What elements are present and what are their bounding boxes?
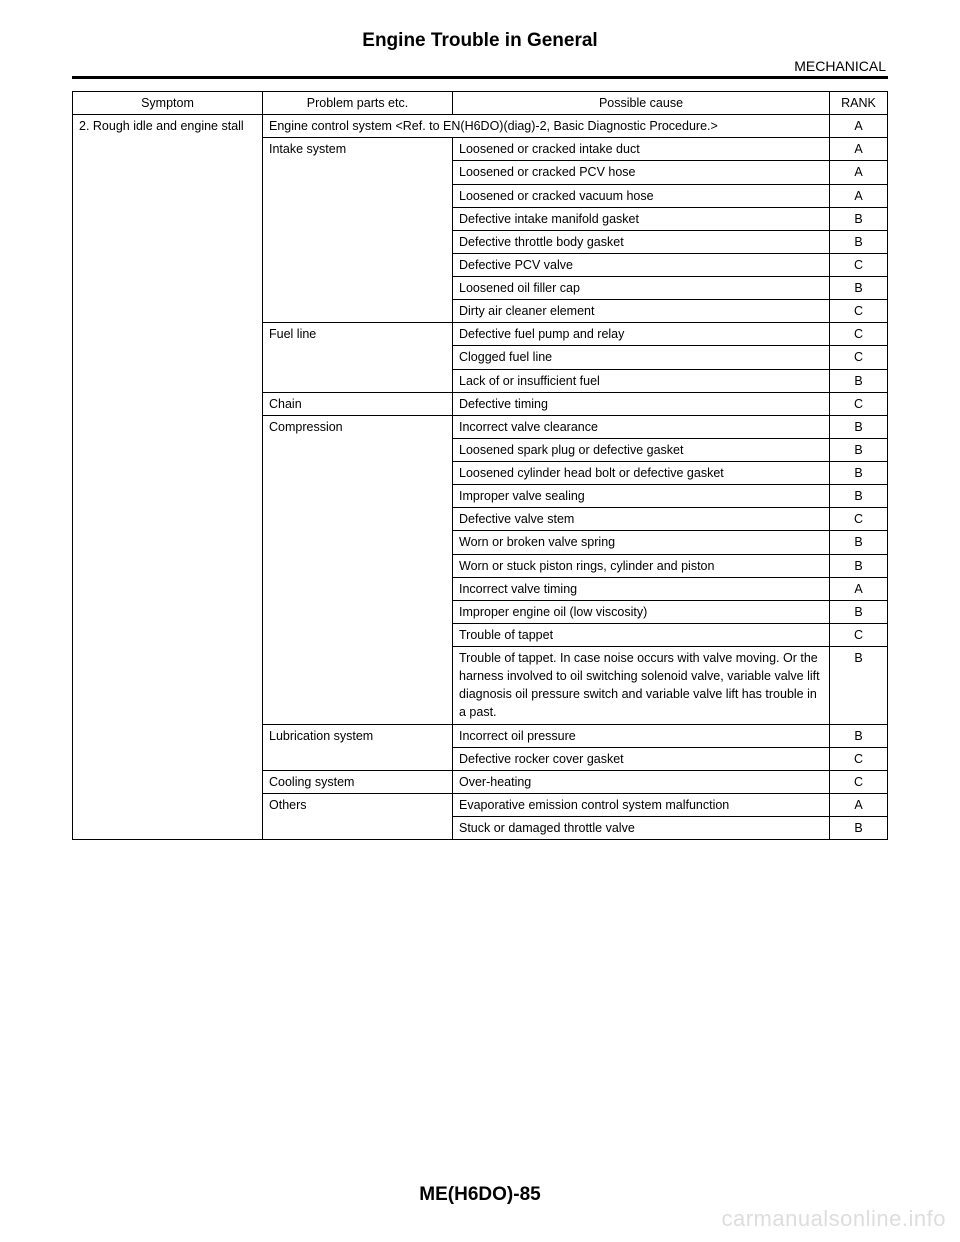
cell-problem: Others xyxy=(263,793,453,839)
cell-problem: Intake system xyxy=(263,138,453,323)
cell-cause: Loosened or cracked vacuum hose xyxy=(453,184,830,207)
cell-cause: Loosened oil filler cap xyxy=(453,277,830,300)
cell-cause: Defective fuel pump and relay xyxy=(453,323,830,346)
cell-cause: Defective valve stem xyxy=(453,508,830,531)
cell-cause: Incorrect valve timing xyxy=(453,577,830,600)
cell-cause: Defective PCV valve xyxy=(453,253,830,276)
cell-rank: A xyxy=(830,577,888,600)
header-rank: RANK xyxy=(830,92,888,115)
cell-cause: Over-heating xyxy=(453,770,830,793)
cell-rank: C xyxy=(830,623,888,646)
cell-cause: Worn or broken valve spring xyxy=(453,531,830,554)
cell-rank: C xyxy=(830,392,888,415)
cell-cause: Defective intake manifold gasket xyxy=(453,207,830,230)
cell-cause: Stuck or damaged throttle valve xyxy=(453,817,830,840)
table-row: 2. Rough idle and engine stallEngine con… xyxy=(73,115,888,138)
cell-rank: B xyxy=(830,817,888,840)
cell-rank: A xyxy=(830,115,888,138)
cell-rank: C xyxy=(830,253,888,276)
cell-cause: Loosened cylinder head bolt or defective… xyxy=(453,462,830,485)
cell-rank: B xyxy=(830,369,888,392)
cell-problem: Compression xyxy=(263,415,453,724)
cell-rank: B xyxy=(830,462,888,485)
cell-rank: B xyxy=(830,207,888,230)
cell-cause: Worn or stuck piston rings, cylinder and… xyxy=(453,554,830,577)
cell-cause: Incorrect oil pressure xyxy=(453,724,830,747)
divider xyxy=(72,76,888,79)
cell-rank: B xyxy=(830,647,888,725)
cell-rank: C xyxy=(830,323,888,346)
page-footer: ME(H6DO)-85 xyxy=(0,1184,960,1206)
cell-rank: B xyxy=(830,531,888,554)
cell-rank: C xyxy=(830,300,888,323)
cell-rank: B xyxy=(830,277,888,300)
cell-rank: A xyxy=(830,161,888,184)
cell-rank: A xyxy=(830,138,888,161)
cell-problem: Fuel line xyxy=(263,323,453,392)
header-cause: Possible cause xyxy=(453,92,830,115)
trouble-table: Symptom Problem parts etc. Possible caus… xyxy=(72,91,888,840)
header-problem: Problem parts etc. xyxy=(263,92,453,115)
cell-cause: Loosened or cracked PCV hose xyxy=(453,161,830,184)
cell-rank: C xyxy=(830,770,888,793)
cell-rank: A xyxy=(830,793,888,816)
cell-cause: Incorrect valve clearance xyxy=(453,415,830,438)
cell-rank: B xyxy=(830,485,888,508)
cell-cause: Defective timing xyxy=(453,392,830,415)
cell-cause: Improper engine oil (low viscosity) xyxy=(453,600,830,623)
cell-rank: B xyxy=(830,724,888,747)
cell-rank: B xyxy=(830,600,888,623)
cell-problem: Engine control system <Ref. to EN(H6DO)(… xyxy=(263,115,830,138)
cell-problem: Lubrication system xyxy=(263,724,453,770)
cell-cause: Trouble of tappet. In case noise occurs … xyxy=(453,647,830,725)
header-symptom: Symptom xyxy=(73,92,263,115)
cell-cause: Loosened or cracked intake duct xyxy=(453,138,830,161)
cell-problem: Cooling system xyxy=(263,770,453,793)
cell-rank: B xyxy=(830,230,888,253)
cell-symptom: 2. Rough idle and engine stall xyxy=(73,115,263,840)
cell-cause: Trouble of tappet xyxy=(453,623,830,646)
cell-rank: C xyxy=(830,747,888,770)
cell-rank: B xyxy=(830,415,888,438)
section-label: MECHANICAL xyxy=(72,58,888,74)
cell-rank: C xyxy=(830,508,888,531)
cell-cause: Dirty air cleaner element xyxy=(453,300,830,323)
page-title: Engine Trouble in General xyxy=(72,30,888,52)
cell-rank: B xyxy=(830,438,888,461)
cell-cause: Defective throttle body gasket xyxy=(453,230,830,253)
cell-problem: Chain xyxy=(263,392,453,415)
cell-cause: Clogged fuel line xyxy=(453,346,830,369)
cell-rank: A xyxy=(830,184,888,207)
cell-cause: Improper valve sealing xyxy=(453,485,830,508)
cell-cause: Evaporative emission control system malf… xyxy=(453,793,830,816)
cell-cause: Loosened spark plug or defective gasket xyxy=(453,438,830,461)
cell-cause: Defective rocker cover gasket xyxy=(453,747,830,770)
watermark: carmanualsonline.info xyxy=(721,1206,946,1232)
table-header-row: Symptom Problem parts etc. Possible caus… xyxy=(73,92,888,115)
cell-rank: C xyxy=(830,346,888,369)
cell-cause: Lack of or insufficient fuel xyxy=(453,369,830,392)
cell-rank: B xyxy=(830,554,888,577)
